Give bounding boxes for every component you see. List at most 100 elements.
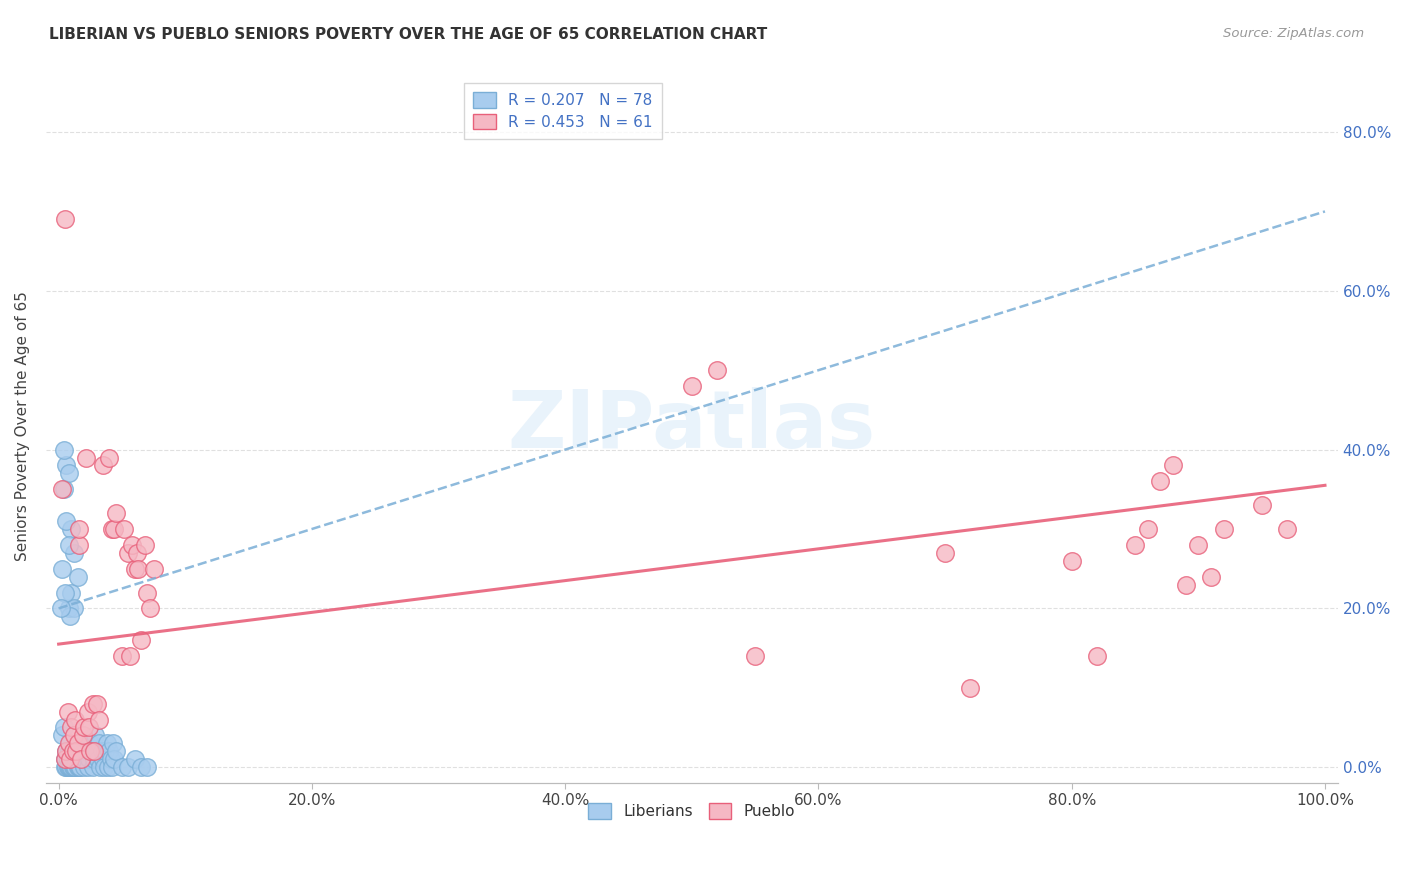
Point (63, 760, 86, 774)
Point (60, 585, 83, 599)
Point (66, 744, 89, 758)
Point (82, 760, 104, 774)
Point (67, 522, 90, 536)
Point (111, 760, 134, 774)
Point (79, 744, 101, 758)
Point (59, 760, 82, 774)
Point (53, 212, 76, 227)
Point (60, 522, 83, 536)
Point (53, 752, 76, 766)
Point (76, 450, 98, 465)
Point (59, 736, 82, 750)
Point (1149, 475, 1171, 489)
Point (65, 744, 87, 758)
Point (73, 721, 96, 735)
Point (1123, 538, 1146, 552)
Point (706, 363, 728, 377)
Point (58, 538, 80, 552)
Point (79, 736, 101, 750)
Point (63, 728, 86, 742)
Point (1250, 498, 1272, 512)
Point (96, 736, 118, 750)
Point (63, 713, 86, 727)
Point (63, 546, 86, 560)
Point (76, 760, 98, 774)
Point (80, 744, 103, 758)
Point (934, 546, 956, 560)
Point (124, 752, 146, 766)
Point (93, 760, 115, 774)
Point (1060, 554, 1083, 568)
Point (117, 760, 139, 774)
Point (100, 752, 122, 766)
Point (56, 705, 79, 719)
Point (59, 609, 82, 624)
Point (67, 760, 90, 774)
Point (86, 744, 108, 758)
Point (136, 760, 159, 774)
Point (94, 744, 117, 758)
Point (72, 752, 94, 766)
Point (103, 752, 125, 766)
Point (83, 744, 105, 758)
Point (55, 514, 77, 528)
Point (67, 538, 90, 552)
Point (56, 752, 79, 766)
Point (1136, 522, 1159, 536)
Point (60, 760, 83, 774)
Point (77, 752, 100, 766)
Point (124, 562, 146, 576)
Point (51, 601, 73, 615)
Point (1085, 648, 1108, 663)
Point (59, 752, 82, 766)
Point (90, 744, 112, 758)
Point (1187, 538, 1209, 552)
Point (98, 744, 121, 758)
Point (89, 713, 111, 727)
Point (104, 506, 127, 520)
Point (117, 546, 139, 560)
Point (58, 736, 80, 750)
Point (65, 752, 87, 766)
Point (73, 744, 96, 758)
Point (121, 538, 143, 552)
Point (1212, 522, 1234, 536)
Point (89, 760, 111, 774)
Point (76, 705, 98, 719)
Point (58, 601, 80, 615)
Point (129, 633, 152, 648)
Point (51, 728, 73, 742)
Text: ZIPatlas: ZIPatlas (508, 387, 876, 465)
Point (51, 483, 73, 497)
Point (134, 538, 156, 552)
Point (55, 744, 77, 758)
Point (62, 760, 84, 774)
Point (66, 736, 89, 750)
Text: LIBERIAN VS PUEBLO SENIORS POVERTY OVER THE AGE OF 65 CORRELATION CHART: LIBERIAN VS PUEBLO SENIORS POVERTY OVER … (49, 27, 768, 42)
Text: Source: ZipAtlas.com: Source: ZipAtlas.com (1223, 27, 1364, 40)
Point (1174, 577, 1197, 591)
Point (67, 752, 90, 766)
Point (103, 522, 125, 536)
Point (77, 721, 100, 735)
Point (69, 744, 91, 758)
Point (55, 760, 77, 774)
Point (60, 721, 83, 735)
Point (87, 752, 110, 766)
Point (72, 728, 94, 742)
Point (98, 450, 121, 465)
Point (52, 483, 75, 497)
Point (136, 585, 159, 599)
Point (104, 744, 127, 758)
Point (111, 648, 134, 663)
Point (97, 760, 120, 774)
Point (744, 648, 766, 663)
Point (73, 760, 96, 774)
Point (139, 601, 162, 615)
Point (1161, 458, 1184, 473)
Point (53, 752, 76, 766)
Point (89, 736, 111, 750)
Point (82, 697, 104, 711)
Point (142, 562, 165, 576)
Point (65, 736, 87, 750)
